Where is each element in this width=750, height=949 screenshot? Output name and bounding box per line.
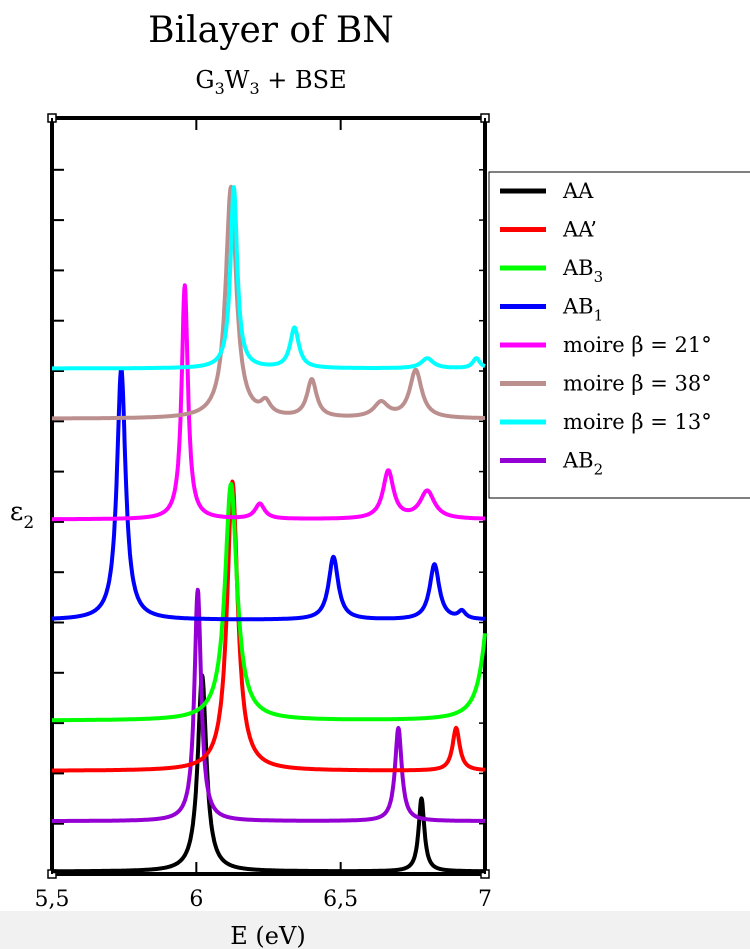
series-line-5 — [50, 184, 487, 421]
x-tick-labels: 5,5 6 6,5 7 — [35, 887, 493, 912]
series-line-4 — [50, 283, 487, 522]
legend-box — [488, 171, 750, 499]
x-tick-label: 7 — [478, 887, 492, 912]
legend-label: AB2 — [562, 449, 603, 479]
series-lines — [50, 184, 487, 874]
legend-label: moire β = 13° — [563, 410, 712, 434]
legend-label: AB1 — [562, 295, 603, 325]
series-line-6 — [50, 185, 487, 371]
legend-label: AA — [562, 179, 594, 203]
chart-subtitle: G3W3 + BSE — [195, 66, 346, 98]
legend-label: moire β = 21° — [563, 333, 712, 357]
x-axis-label: E (eV) — [230, 922, 305, 949]
x-tick-label: 5,5 — [35, 887, 70, 912]
bottom-bar — [0, 911, 750, 949]
x-tick-label: 6 — [189, 887, 203, 912]
series-line-7 — [50, 587, 487, 823]
series-line-0 — [50, 673, 487, 874]
plot-frame — [50, 116, 487, 876]
legend: AA AA’ AB3 AB1 moire β = 21° moire β = 38° moi… — [500, 179, 712, 479]
legend-label: moire β = 38° — [563, 372, 712, 396]
x-tick-label: 6,5 — [323, 887, 358, 912]
series-line-2 — [50, 482, 487, 723]
y-axis-label: ε2 — [10, 497, 34, 533]
legend-label: AA’ — [562, 218, 597, 242]
series-line-1 — [50, 479, 487, 773]
axis-ticks — [51, 118, 486, 874]
chart-title: Bilayer of BN — [148, 10, 394, 51]
legend-label: AB3 — [562, 256, 603, 286]
series-line-3 — [50, 366, 487, 622]
